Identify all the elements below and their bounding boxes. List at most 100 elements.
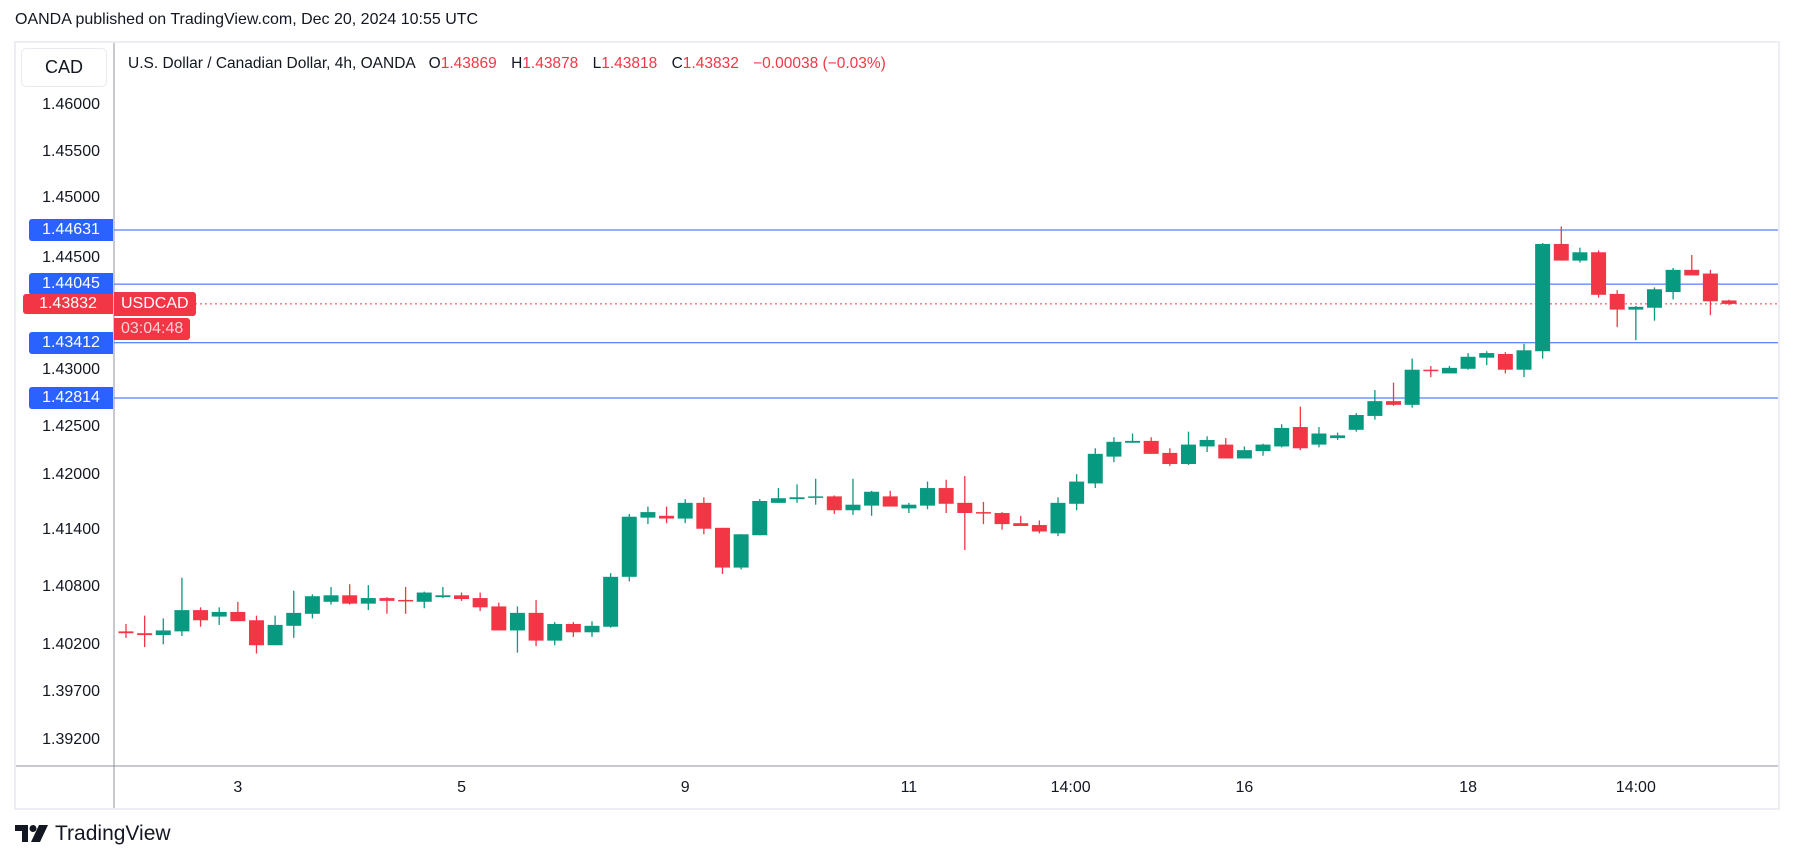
- candle-body: [1721, 300, 1737, 304]
- candle[interactable]: [938, 479, 954, 514]
- candle[interactable]: [1236, 446, 1252, 459]
- candle[interactable]: [1441, 366, 1457, 374]
- candle[interactable]: [1516, 343, 1532, 378]
- candle[interactable]: [472, 592, 488, 612]
- candle[interactable]: [1460, 353, 1476, 370]
- candle[interactable]: [1646, 287, 1662, 321]
- candle[interactable]: [677, 499, 693, 524]
- candle[interactable]: [1255, 443, 1271, 456]
- candle[interactable]: [1423, 366, 1439, 378]
- candle[interactable]: [416, 591, 432, 609]
- candle[interactable]: [584, 621, 600, 637]
- candle[interactable]: [118, 623, 134, 638]
- candle[interactable]: [1702, 269, 1718, 316]
- candle[interactable]: [1330, 432, 1346, 440]
- candle[interactable]: [733, 534, 749, 570]
- candle-body: [994, 513, 1010, 525]
- candle[interactable]: [1665, 268, 1681, 300]
- candle[interactable]: [267, 615, 283, 646]
- candle[interactable]: [1143, 437, 1159, 454]
- candle[interactable]: [696, 497, 712, 535]
- candle[interactable]: [1609, 290, 1625, 328]
- candle[interactable]: [323, 586, 339, 605]
- candle[interactable]: [864, 490, 880, 516]
- candle[interactable]: [1292, 406, 1308, 451]
- candle[interactable]: [640, 506, 656, 525]
- candle[interactable]: [1684, 255, 1700, 276]
- candle[interactable]: [752, 499, 768, 536]
- candle-body: [603, 576, 619, 627]
- candle[interactable]: [1311, 427, 1327, 448]
- legend-close: 1.43832: [682, 55, 739, 72]
- candle[interactable]: [509, 606, 525, 653]
- candle[interactable]: [826, 495, 842, 514]
- candle[interactable]: [1497, 352, 1513, 374]
- candle[interactable]: [1721, 299, 1737, 306]
- candle[interactable]: [435, 586, 451, 599]
- candle[interactable]: [789, 484, 805, 503]
- candle[interactable]: [286, 590, 302, 638]
- candle[interactable]: [920, 481, 936, 510]
- candle[interactable]: [342, 584, 358, 605]
- candle[interactable]: [1050, 497, 1066, 537]
- candle[interactable]: [770, 488, 786, 503]
- candle[interactable]: [621, 513, 637, 582]
- candle-body: [1591, 252, 1607, 295]
- tradingview-logo[interactable]: TradingView: [15, 822, 171, 846]
- candle[interactable]: [1386, 382, 1402, 406]
- candle[interactable]: [193, 607, 209, 627]
- candle[interactable]: [994, 512, 1010, 530]
- candle[interactable]: [1180, 431, 1196, 465]
- candle[interactable]: [137, 615, 153, 648]
- price-tick-label: 1.43000: [42, 361, 100, 378]
- candle[interactable]: [659, 506, 675, 524]
- candle[interactable]: [304, 594, 320, 619]
- candle[interactable]: [845, 478, 861, 515]
- candle[interactable]: [901, 502, 917, 514]
- candle[interactable]: [398, 586, 414, 614]
- candle[interactable]: [1069, 474, 1085, 511]
- candle[interactable]: [230, 601, 246, 622]
- candle[interactable]: [714, 527, 730, 575]
- candle[interactable]: [1087, 448, 1103, 489]
- candle-body: [509, 612, 525, 631]
- candle[interactable]: [1274, 424, 1290, 448]
- candle[interactable]: [1404, 358, 1420, 408]
- candle[interactable]: [1031, 520, 1047, 534]
- candle[interactable]: [1348, 413, 1364, 432]
- candle[interactable]: [882, 490, 898, 507]
- candle[interactable]: [360, 585, 376, 611]
- candle[interactable]: [975, 501, 991, 525]
- candle[interactable]: [211, 607, 227, 625]
- candle[interactable]: [248, 615, 264, 654]
- candle[interactable]: [808, 478, 824, 505]
- candle[interactable]: [957, 476, 973, 551]
- candle[interactable]: [1572, 247, 1588, 263]
- candle[interactable]: [379, 597, 395, 614]
- candle[interactable]: [155, 618, 171, 645]
- candle[interactable]: [1218, 438, 1234, 459]
- candle-body: [118, 631, 134, 634]
- candle[interactable]: [1553, 226, 1569, 261]
- candle[interactable]: [1479, 351, 1495, 366]
- candle[interactable]: [1367, 390, 1383, 420]
- candle[interactable]: [1013, 515, 1029, 526]
- candle[interactable]: [1535, 243, 1551, 359]
- candle[interactable]: [528, 599, 544, 647]
- candle[interactable]: [174, 577, 190, 636]
- candle[interactable]: [1162, 448, 1178, 466]
- candle[interactable]: [603, 573, 619, 628]
- candle[interactable]: [547, 622, 563, 646]
- candle[interactable]: [1628, 305, 1644, 341]
- candle[interactable]: [1199, 436, 1215, 452]
- price-tick-label: 1.40200: [42, 636, 100, 653]
- currency-button[interactable]: CAD: [21, 48, 107, 87]
- candle[interactable]: [1106, 437, 1122, 463]
- candle[interactable]: [491, 602, 507, 631]
- candle[interactable]: [1125, 433, 1141, 443]
- candle[interactable]: [1591, 250, 1607, 298]
- candle[interactable]: [454, 592, 470, 601]
- candle-body: [1274, 427, 1290, 447]
- candle[interactable]: [565, 622, 581, 637]
